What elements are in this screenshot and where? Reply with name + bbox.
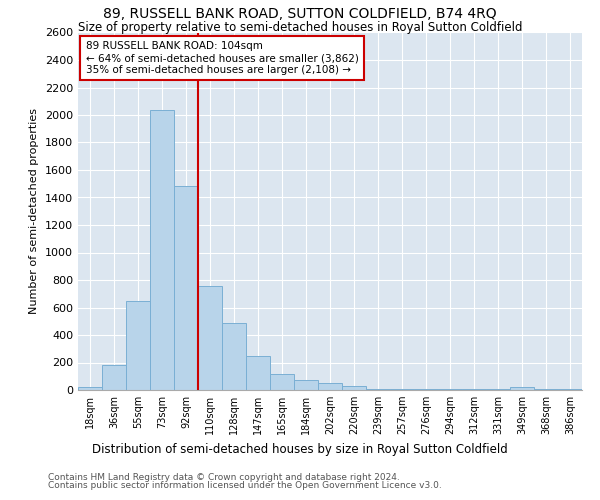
Bar bbox=[126, 300, 150, 390]
Text: 89, RUSSELL BANK ROAD, SUTTON COLDFIELD, B74 4RQ: 89, RUSSELL BANK ROAD, SUTTON COLDFIELD,… bbox=[103, 8, 497, 22]
Bar bbox=[318, 383, 342, 390]
Y-axis label: Number of semi-detached properties: Number of semi-detached properties bbox=[29, 108, 40, 314]
Text: 89 RUSSELL BANK ROAD: 104sqm
← 64% of semi-detached houses are smaller (3,862)
3: 89 RUSSELL BANK ROAD: 104sqm ← 64% of se… bbox=[86, 42, 358, 74]
Bar bbox=[150, 110, 174, 390]
Bar bbox=[246, 356, 270, 390]
Bar bbox=[510, 387, 534, 390]
Bar bbox=[102, 365, 126, 390]
Text: Contains public sector information licensed under the Open Government Licence v3: Contains public sector information licen… bbox=[48, 481, 442, 490]
Bar bbox=[222, 322, 246, 390]
Text: Size of property relative to semi-detached houses in Royal Sutton Coldfield: Size of property relative to semi-detach… bbox=[78, 21, 522, 34]
Bar bbox=[198, 286, 222, 390]
Bar bbox=[174, 186, 198, 390]
Text: Distribution of semi-detached houses by size in Royal Sutton Coldfield: Distribution of semi-detached houses by … bbox=[92, 442, 508, 456]
Bar bbox=[78, 387, 102, 390]
Bar bbox=[366, 388, 390, 390]
Bar bbox=[390, 388, 414, 390]
Bar bbox=[342, 386, 366, 390]
Bar bbox=[294, 380, 318, 390]
Text: Contains HM Land Registry data © Crown copyright and database right 2024.: Contains HM Land Registry data © Crown c… bbox=[48, 472, 400, 482]
Bar bbox=[270, 374, 294, 390]
